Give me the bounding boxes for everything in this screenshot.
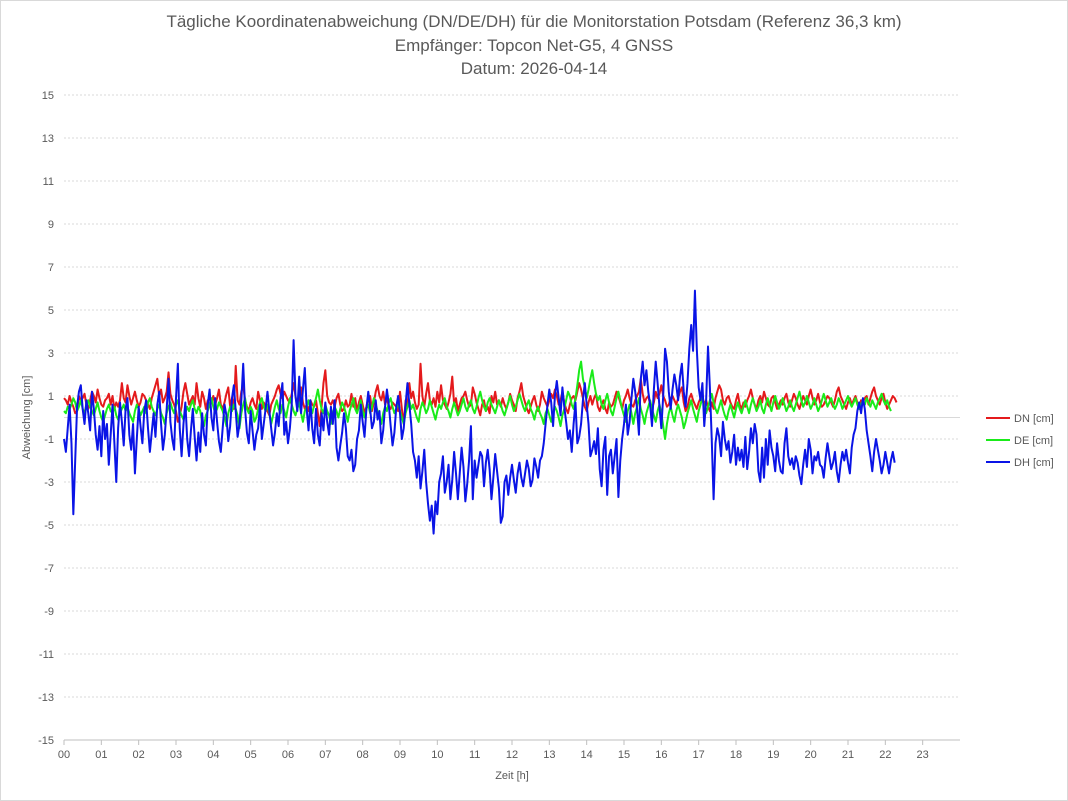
y-tick-label: -7 bbox=[44, 563, 54, 575]
x-tick-label: 11 bbox=[469, 749, 480, 761]
x-tick-label: 04 bbox=[207, 749, 219, 761]
series-line-dn bbox=[63, 362, 898, 428]
y-tick-label: -1 bbox=[44, 434, 54, 446]
y-axis-title: Abweichung [cm] bbox=[21, 376, 33, 460]
y-tick-label: 3 bbox=[48, 348, 54, 360]
x-tick-label: 13 bbox=[543, 749, 555, 761]
chart-title: Tägliche Koordinatenabweichung (DN/DE/DH… bbox=[166, 12, 902, 31]
series-line-dh bbox=[63, 289, 896, 535]
y-tick-label: -15 bbox=[38, 735, 54, 747]
y-tick-label: 5 bbox=[48, 305, 54, 317]
x-tick-label: 21 bbox=[842, 749, 854, 761]
x-tick-label: 19 bbox=[767, 749, 779, 761]
y-tick-label: 1 bbox=[48, 391, 54, 403]
x-tick-label: 16 bbox=[655, 749, 667, 761]
y-tick-label: 9 bbox=[48, 219, 54, 231]
x-tick-label: 08 bbox=[357, 749, 369, 761]
y-tick-label: 15 bbox=[42, 90, 54, 102]
x-tick-label: 07 bbox=[319, 749, 331, 761]
y-tick-label: 7 bbox=[48, 262, 54, 274]
x-tick-label: 14 bbox=[581, 749, 593, 761]
x-tick-label: 18 bbox=[730, 749, 742, 761]
legend-label-de: DE [cm] bbox=[1014, 435, 1053, 447]
x-tick-label: 03 bbox=[170, 749, 182, 761]
y-tick-label: -11 bbox=[39, 649, 54, 661]
x-tick-label: 17 bbox=[693, 749, 705, 761]
x-tick-label: 15 bbox=[618, 749, 630, 761]
x-tick-label: 01 bbox=[95, 749, 107, 761]
y-tick-label: -9 bbox=[44, 606, 54, 618]
legend-label-dh: DH [cm] bbox=[1014, 457, 1054, 469]
x-tick-label: 05 bbox=[245, 749, 257, 761]
x-tick-label: 06 bbox=[282, 749, 294, 761]
x-tick-label: 23 bbox=[917, 749, 929, 761]
x-tick-label: 12 bbox=[506, 749, 518, 761]
x-tick-label: 22 bbox=[879, 749, 891, 761]
chart-subtitle-receiver: Empfänger: Topcon Net-G5, 4 GNSS bbox=[394, 36, 674, 55]
x-tick-label: 20 bbox=[805, 749, 817, 761]
y-tick-label: -5 bbox=[44, 520, 54, 532]
y-tick-label: -3 bbox=[44, 477, 54, 489]
chart-subtitle-date: Datum: 2026-04-14 bbox=[460, 59, 608, 78]
y-tick-label: 11 bbox=[43, 176, 54, 188]
x-tick-label: 10 bbox=[431, 749, 443, 761]
x-tick-label: 09 bbox=[394, 749, 406, 761]
x-axis-title: Zeit [h] bbox=[495, 770, 529, 782]
legend-label-dn: DN [cm] bbox=[1014, 413, 1054, 425]
x-tick-label: 00 bbox=[58, 749, 70, 761]
x-tick-label: 02 bbox=[133, 749, 145, 761]
y-tick-label: -13 bbox=[38, 692, 54, 704]
y-tick-label: 13 bbox=[42, 133, 54, 145]
